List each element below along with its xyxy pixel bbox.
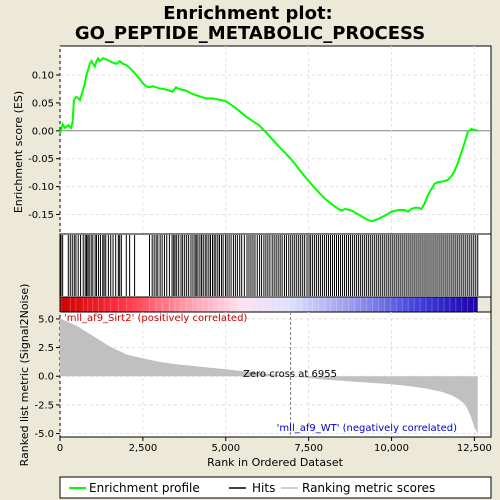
es-line-layer — [59, 56, 479, 223]
metric-y-ticks: -5.0 -2.5 0.0 2.5 5.0 — [34, 314, 60, 440]
x-tick-label: 5,000 — [211, 443, 240, 454]
enrichment-score-panel: -0.15 -0.10 -0.05 0.00 0.05 0.10 Enrichment s… — [12, 45, 492, 235]
positive-correlation-label: 'mll_af9_Sirt2' (positively correlated) — [64, 313, 247, 324]
es-y-axis-label: Enrichment score (ES) — [12, 91, 25, 213]
es-y-tick-label: -0.15 — [28, 210, 54, 221]
hits-area — [59, 233, 492, 298]
metric-y-tick-label: -2.5 — [34, 400, 54, 411]
negative-correlation-label: 'mll_af9_WT' (negatively correlated) — [277, 423, 457, 434]
x-tick-label: 10,000 — [374, 443, 409, 454]
hits-panel — [59, 233, 492, 298]
es-y-tick-label: 0.10 — [32, 71, 54, 82]
es-grid — [59, 46, 491, 234]
es-y-tick-label: 0.05 — [32, 98, 54, 109]
metric-y-axis-label: Ranked list metric (Signal2Noise) — [18, 284, 31, 467]
es-y-tick-label: 0.00 — [32, 126, 54, 137]
enrichment-profile-line — [59, 56, 479, 223]
es-plot-area — [59, 45, 492, 235]
ranking-metric-panel: 'mll_af9_Sirt2' (positively correlated) … — [18, 284, 492, 469]
legend: Enrichment profile Hits Ranking metric s… — [59, 476, 492, 499]
hit-lines — [60, 235, 479, 296]
x-tick-label: 12,500 — [457, 443, 492, 454]
es-y-tick-label: -0.05 — [28, 154, 54, 165]
rank-gradient — [60, 297, 478, 312]
zero-cross-label: Zero cross at 6955 — [243, 369, 337, 380]
x-axis-label: Rank in Ordered Dataset — [207, 456, 344, 469]
x-tick-label: 0 — [57, 443, 63, 454]
legend-box — [59, 476, 492, 499]
metric-y-tick-label: 5.0 — [38, 314, 54, 325]
es-y-ticks: -0.15 -0.10 -0.05 0.00 0.05 0.10 — [28, 71, 60, 221]
metric-y-tick-label: 2.5 — [38, 343, 54, 354]
legend-profile-label: Enrichment profile — [89, 481, 200, 495]
legend-hits-label: Hits — [252, 481, 275, 495]
rank-bar-stripes — [60, 297, 475, 312]
rank-color-bar — [59, 296, 492, 313]
metric-y-tick-label: -5.0 — [34, 429, 54, 440]
chart-title-line-1: Enrichment plot: — [163, 3, 333, 24]
chart-title-line-2: GO_PEPTIDE_METABOLIC_PROCESS — [75, 23, 425, 44]
x-tick-label: 2,500 — [129, 443, 158, 454]
x-tick-label: 7,500 — [294, 443, 323, 454]
legend-metric-label: Ranking metric scores — [302, 481, 435, 495]
ranking-metric-area — [60, 318, 478, 434]
es-y-tick-label: -0.10 — [28, 182, 54, 193]
metric-x-ticks: 0 2,500 5,000 7,500 10,000 12,500 — [57, 437, 492, 454]
metric-y-tick-label: 0.0 — [38, 372, 54, 383]
